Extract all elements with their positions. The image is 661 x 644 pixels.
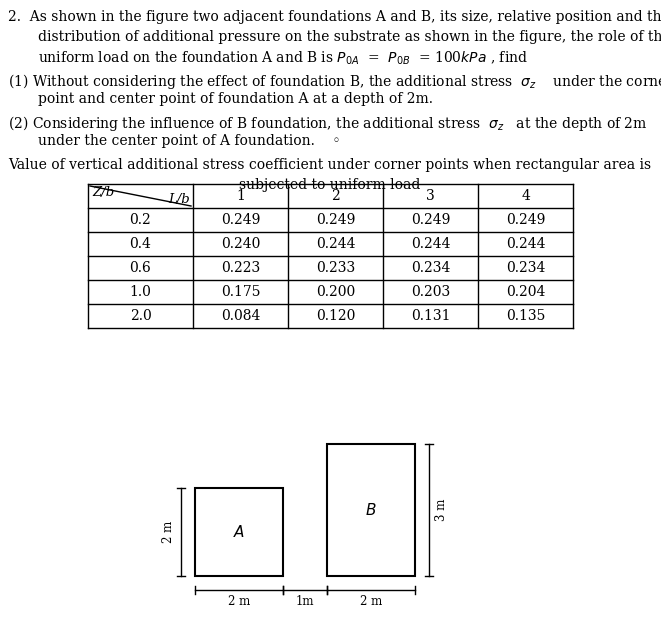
Text: under the center point of A foundation.    ◦: under the center point of A foundation. … (38, 134, 340, 148)
Text: 0.244: 0.244 (316, 237, 355, 251)
Text: 0.249: 0.249 (221, 213, 260, 227)
Text: 0.234: 0.234 (411, 261, 450, 275)
Text: 0.084: 0.084 (221, 309, 260, 323)
Text: 0.244: 0.244 (506, 237, 545, 251)
Text: 2.  As shown in the figure two adjacent foundations A and B, its size, relative : 2. As shown in the figure two adjacent f… (8, 10, 661, 24)
Text: $B$: $B$ (366, 502, 377, 518)
Text: 0.249: 0.249 (411, 213, 450, 227)
Text: 0.244: 0.244 (410, 237, 450, 251)
Text: 1m: 1m (295, 595, 314, 608)
Text: 2.0: 2.0 (130, 309, 151, 323)
Text: 0.2: 0.2 (130, 213, 151, 227)
Text: 0.135: 0.135 (506, 309, 545, 323)
Text: 1: 1 (236, 189, 245, 203)
Text: 0.233: 0.233 (316, 261, 355, 275)
Text: 0.240: 0.240 (221, 237, 260, 251)
Bar (195, 488, 283, 576)
Text: 1.0: 1.0 (130, 285, 151, 299)
Text: 0.234: 0.234 (506, 261, 545, 275)
Text: 2 m: 2 m (228, 595, 250, 608)
Text: uniform load on the foundation A and B is $P_{0A}$  =  $P_{0B}$  = 100$kPa$ , fi: uniform load on the foundation A and B i… (38, 50, 528, 68)
Text: $A$: $A$ (233, 524, 245, 540)
Text: 2 m: 2 m (360, 595, 382, 608)
Text: L/b: L/b (169, 193, 190, 206)
Bar (88, 184, 573, 328)
Text: 3: 3 (426, 189, 435, 203)
Text: 0.249: 0.249 (316, 213, 355, 227)
Text: 3 m: 3 m (435, 499, 448, 521)
Text: 0.131: 0.131 (410, 309, 450, 323)
Text: distribution of additional pressure on the substrate as shown in the figure, the: distribution of additional pressure on t… (38, 30, 661, 44)
Text: (1) Without considering the effect of foundation B, the additional stress  $\sig: (1) Without considering the effect of fo… (8, 72, 661, 91)
Text: 0.249: 0.249 (506, 213, 545, 227)
Text: 0.203: 0.203 (411, 285, 450, 299)
Text: 0.6: 0.6 (130, 261, 151, 275)
Text: Z/b: Z/b (92, 186, 114, 199)
Text: 0.4: 0.4 (130, 237, 151, 251)
Text: subjected to uniform load: subjected to uniform load (239, 178, 420, 192)
Text: point and center point of foundation A at a depth of 2m.: point and center point of foundation A a… (38, 92, 433, 106)
Text: 0.175: 0.175 (221, 285, 260, 299)
Text: Value of vertical additional stress coefficient under corner points when rectang: Value of vertical additional stress coef… (9, 158, 652, 172)
Text: 0.204: 0.204 (506, 285, 545, 299)
Text: 2 m: 2 m (162, 521, 175, 543)
Text: (2) Considering the influence of B foundation, the additional stress  $\sigma_z$: (2) Considering the influence of B found… (8, 114, 648, 133)
Text: 4: 4 (521, 189, 530, 203)
Text: 0.223: 0.223 (221, 261, 260, 275)
Bar (327, 444, 415, 576)
Text: 0.200: 0.200 (316, 285, 355, 299)
Text: 2: 2 (331, 189, 340, 203)
Text: 0.120: 0.120 (316, 309, 355, 323)
